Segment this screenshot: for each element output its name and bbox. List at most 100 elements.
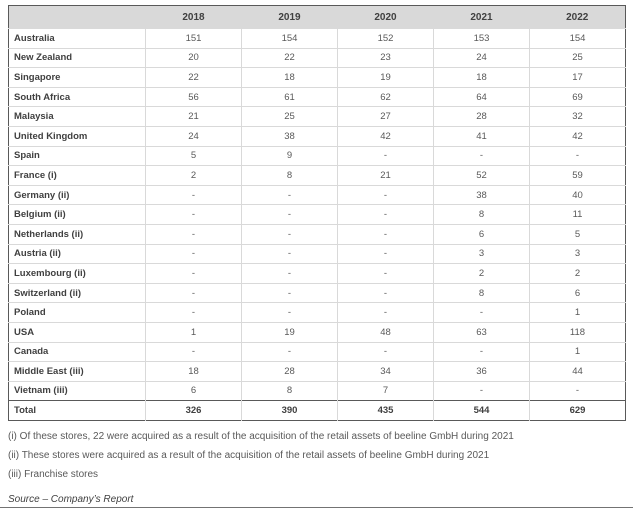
row-label: Malaysia [8,106,146,127]
value-cell: 118 [529,321,626,342]
row-label: France (i) [8,165,146,186]
value-cell: 390 [241,400,338,421]
table-header-row: 2018 2019 2020 2021 2022 [8,5,626,29]
value-cell: 8 [241,380,338,401]
table-row: USA 1 19 48 63 118 [8,321,626,342]
value-cell: 8 [241,165,338,186]
value-cell: 18 [241,67,338,88]
value-cell: 34 [337,361,434,382]
value-cell: 69 [529,86,626,107]
value-cell: - [433,341,530,362]
row-label: Austria (ii) [8,243,146,264]
value-cell: 20 [145,47,242,68]
value-cell: - [145,184,242,205]
value-cell: - [145,341,242,362]
value-cell: - [241,302,338,323]
value-cell: - [241,282,338,303]
row-label: Canada [8,341,146,362]
value-cell: 38 [241,125,338,147]
row-label: Vietnam (iii) [8,380,146,401]
value-cell: 64 [433,86,530,107]
value-cell: 8 [433,282,530,303]
value-cell: 18 [433,67,530,88]
value-cell: 27 [337,106,434,127]
table-row: Austria (ii) - - -3 3 [8,243,626,264]
value-cell: 2 [529,263,626,284]
value-cell: - [145,282,242,303]
value-cell: 59 [529,165,626,186]
footnote-iii: (iii) Franchise stores [8,468,99,480]
value-cell: 21 [145,106,242,127]
value-cell: 42 [529,125,626,147]
table-row: Spain 5 9- - - [8,145,626,166]
value-cell: - [337,204,434,225]
row-label: Germany (ii) [8,184,146,205]
row-label: Australia [8,28,146,49]
table-row: Canada - - - -1 [8,341,626,362]
value-cell: 48 [337,321,434,342]
value-cell: 52 [433,165,530,186]
table-row: South Africa 56 61 62 64 69 [8,86,626,107]
row-label: Middle East (iii) [8,361,146,382]
value-cell: 151 [145,28,242,49]
value-cell: 28 [433,106,530,127]
value-cell: 2 [145,165,242,186]
store-count-table: 2018 2019 2020 2021 2022 Australia 151 1 5 4 1 52 1… [8,5,626,421]
header-cell-year: 2020 [337,5,434,29]
table-row: Vietnam (iii) 6 8 7- - [8,380,626,401]
value-cell: 8 [433,204,530,225]
value-cell: 41 [433,125,530,147]
value-cell: 28 [241,361,338,382]
value-cell: 21 [337,165,434,186]
value-cell: - [145,302,242,323]
value-cell: - [337,302,434,323]
value-cell: - [337,145,434,166]
row-label: Netherlands (ii) [8,223,146,245]
value-cell: - [145,263,242,284]
value-cell: 61 [241,86,338,107]
value-cell: - [433,302,530,323]
table-row: United Kingdom 24 38 42 41 42 [8,125,626,147]
value-cell: 17 [529,67,626,88]
value-cell: 3 [433,243,530,264]
bottom-divider [0,507,633,508]
value-cell: - [529,380,626,401]
value-cell: 2 [433,263,530,284]
footnotes: (i) Of these stores, 22 were acquired as… [8,427,625,484]
value-cell: 6 [529,282,626,303]
value-cell: - [241,204,338,225]
value-cell: 11 [529,204,626,225]
header-cell-year: 2019 [241,5,338,29]
value-cell: 152 [337,28,434,49]
value-cell: 25 [241,106,338,127]
value-cell: - [433,145,530,166]
table-body: Australia 151 154 152 153 154 New Zealand 20 22 2… [8,28,626,421]
value-cell: - [241,341,338,362]
value-cell: 6 [433,223,530,245]
value-cell: - [241,223,338,245]
value-cell: 44 [529,361,626,382]
value-cell: - [145,243,242,264]
value-cell: 24 [433,47,530,68]
table-row: Luxembourg (ii) - - -2 2 [8,263,626,284]
value-cell: 1 [145,321,242,342]
footnote-i: (i) Of these stores, 22 were acquired as… [8,430,514,442]
header-corner-cell [8,5,146,29]
value-cell: 56 [145,86,242,107]
value-cell: 63 [433,321,530,342]
total-label: Total [8,400,146,421]
value-cell: 19 [337,67,434,88]
row-label: New Zealand [8,47,146,68]
value-cell: 36 [433,361,530,382]
table-row: Switzerland (ii) - - -8 6 [8,282,626,303]
value-cell: - [433,380,530,401]
table-row: Malaysia 21 25 27 28 32 [8,106,626,127]
value-cell: 5 [145,145,242,166]
value-cell: 544 [433,400,530,421]
table-row: Netherlands (ii) - - -6 5 [8,223,626,245]
table-row: Poland - - - -1 [8,302,626,323]
value-cell: 22 [241,47,338,68]
source-note: Source – Company’s Report [8,493,134,505]
value-cell: 326 [145,400,242,421]
value-cell: 9 [241,145,338,166]
